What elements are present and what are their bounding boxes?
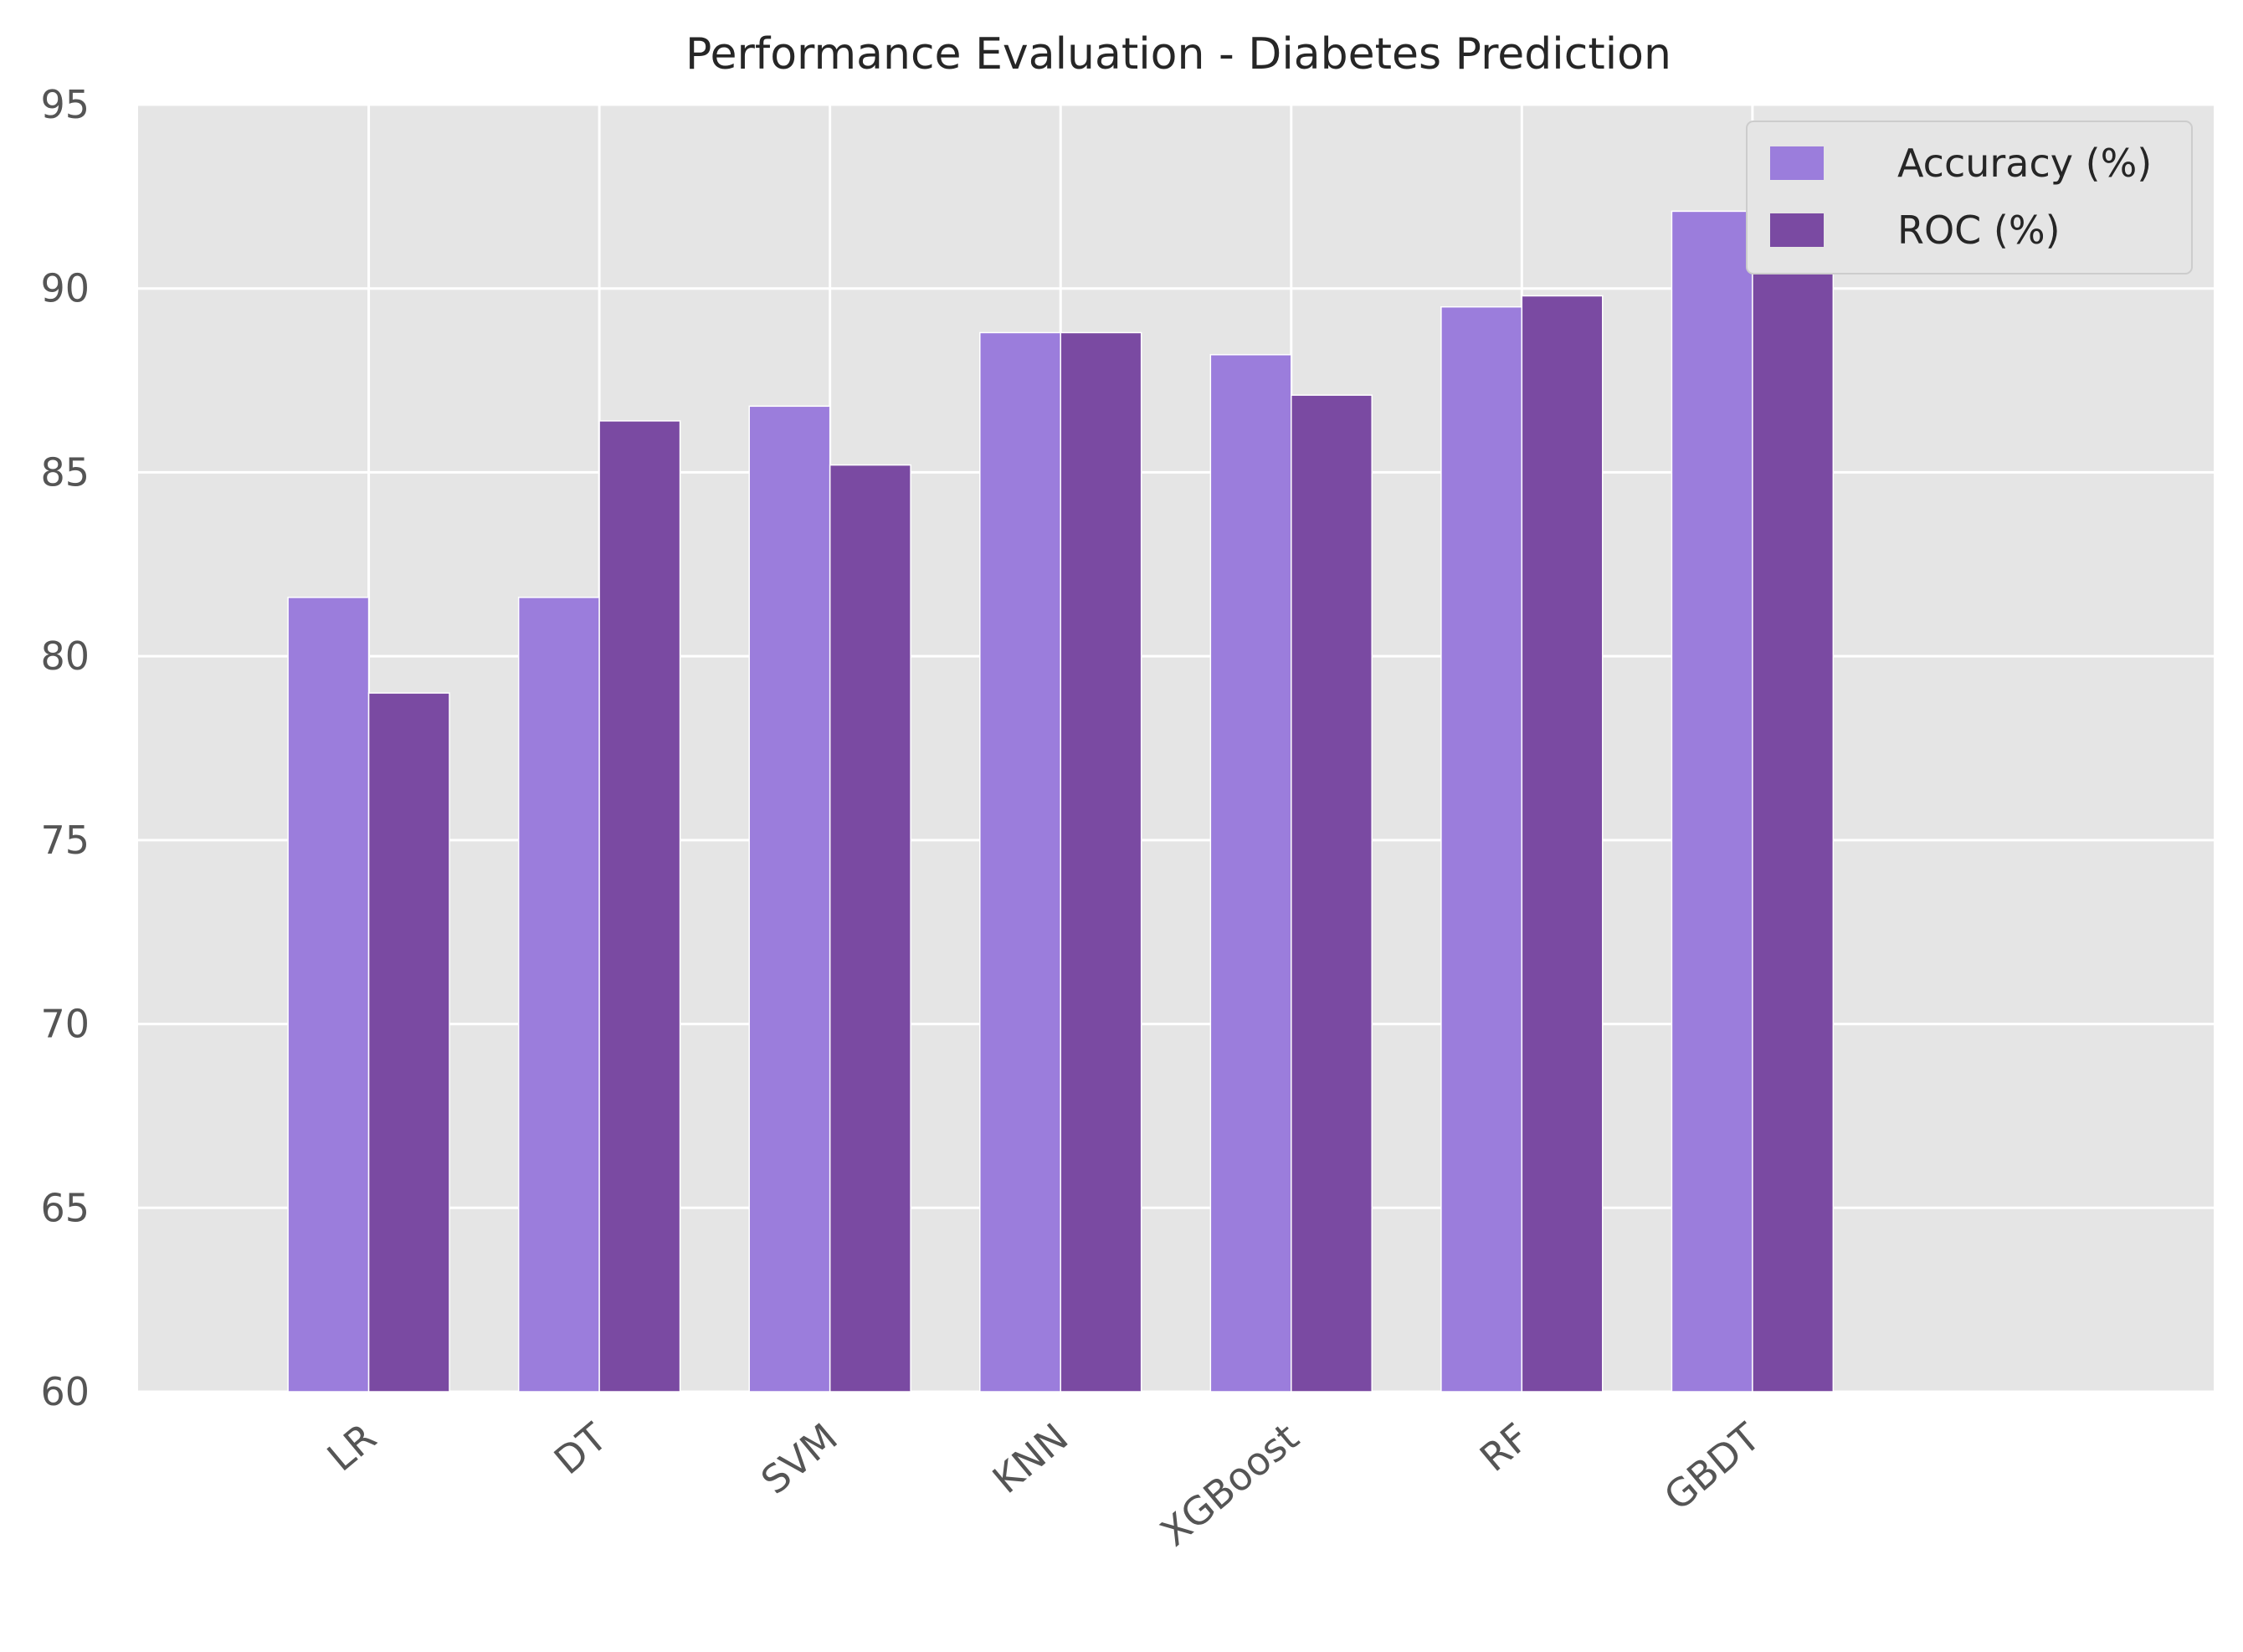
- x-tick-label-gbdt: GBDT: [1655, 1413, 1769, 1519]
- y-tick-label-0: 60: [40, 1369, 90, 1414]
- legend-box: [1746, 121, 2193, 274]
- y-tick-label-5: 85: [40, 449, 90, 495]
- bar-accuracy-dt: [517, 597, 600, 1393]
- x-tick-label-svm: SVM: [752, 1414, 846, 1503]
- legend-swatch-0: [1770, 146, 1824, 180]
- legend-swatch-1: [1770, 213, 1824, 247]
- y-tick-label-3: 75: [40, 818, 90, 863]
- legend-label-1: ROC (%): [1897, 208, 2061, 253]
- y-tick-label-1: 65: [40, 1185, 90, 1230]
- x-tick-label-rf: RF: [1471, 1414, 1537, 1480]
- bar-roc-gbdt: [1752, 236, 1835, 1393]
- bar-accuracy-svm: [748, 405, 831, 1393]
- x-tick-label-dt: DT: [546, 1413, 616, 1483]
- plot-background: [138, 105, 2214, 1392]
- x-tick-label-lr: LR: [319, 1414, 385, 1480]
- x-axis-ticks: LR DT SVM KNN XGBoost RF GBDT: [319, 1413, 1769, 1555]
- bar-roc-svm: [829, 464, 911, 1393]
- bar-roc-lr: [367, 692, 450, 1393]
- bar-accuracy-xgboost: [1209, 354, 1292, 1393]
- legend: Accuracy (%) ROC (%): [1746, 121, 2193, 274]
- y-tick-label-4: 80: [40, 634, 90, 679]
- y-tick-label-7: 95: [40, 82, 90, 127]
- x-tick-label-xgboost: XGBoost: [1152, 1414, 1307, 1555]
- y-tick-label-6: 90: [40, 266, 90, 311]
- bar-roc-dt: [598, 420, 681, 1393]
- bar-roc-rf: [1521, 295, 1604, 1393]
- bar-accuracy-rf: [1440, 305, 1523, 1393]
- legend-label-0: Accuracy (%): [1897, 141, 2152, 186]
- bar-accuracy-gbdt: [1671, 210, 1753, 1393]
- y-axis-ticks: 60 65 70 75 80 85 90 95: [40, 82, 90, 1414]
- bar-accuracy-lr: [287, 597, 370, 1393]
- bar-accuracy-knn: [979, 331, 1061, 1393]
- bar-roc-xgboost: [1291, 394, 1373, 1393]
- chart-title: Performance Evaluation - Diabetes Predic…: [685, 29, 1671, 80]
- bars: [287, 210, 1835, 1393]
- y-tick-label-2: 70: [40, 1002, 90, 1047]
- x-tick-label-knn: KNN: [984, 1414, 1077, 1502]
- bar-roc-knn: [1060, 331, 1142, 1393]
